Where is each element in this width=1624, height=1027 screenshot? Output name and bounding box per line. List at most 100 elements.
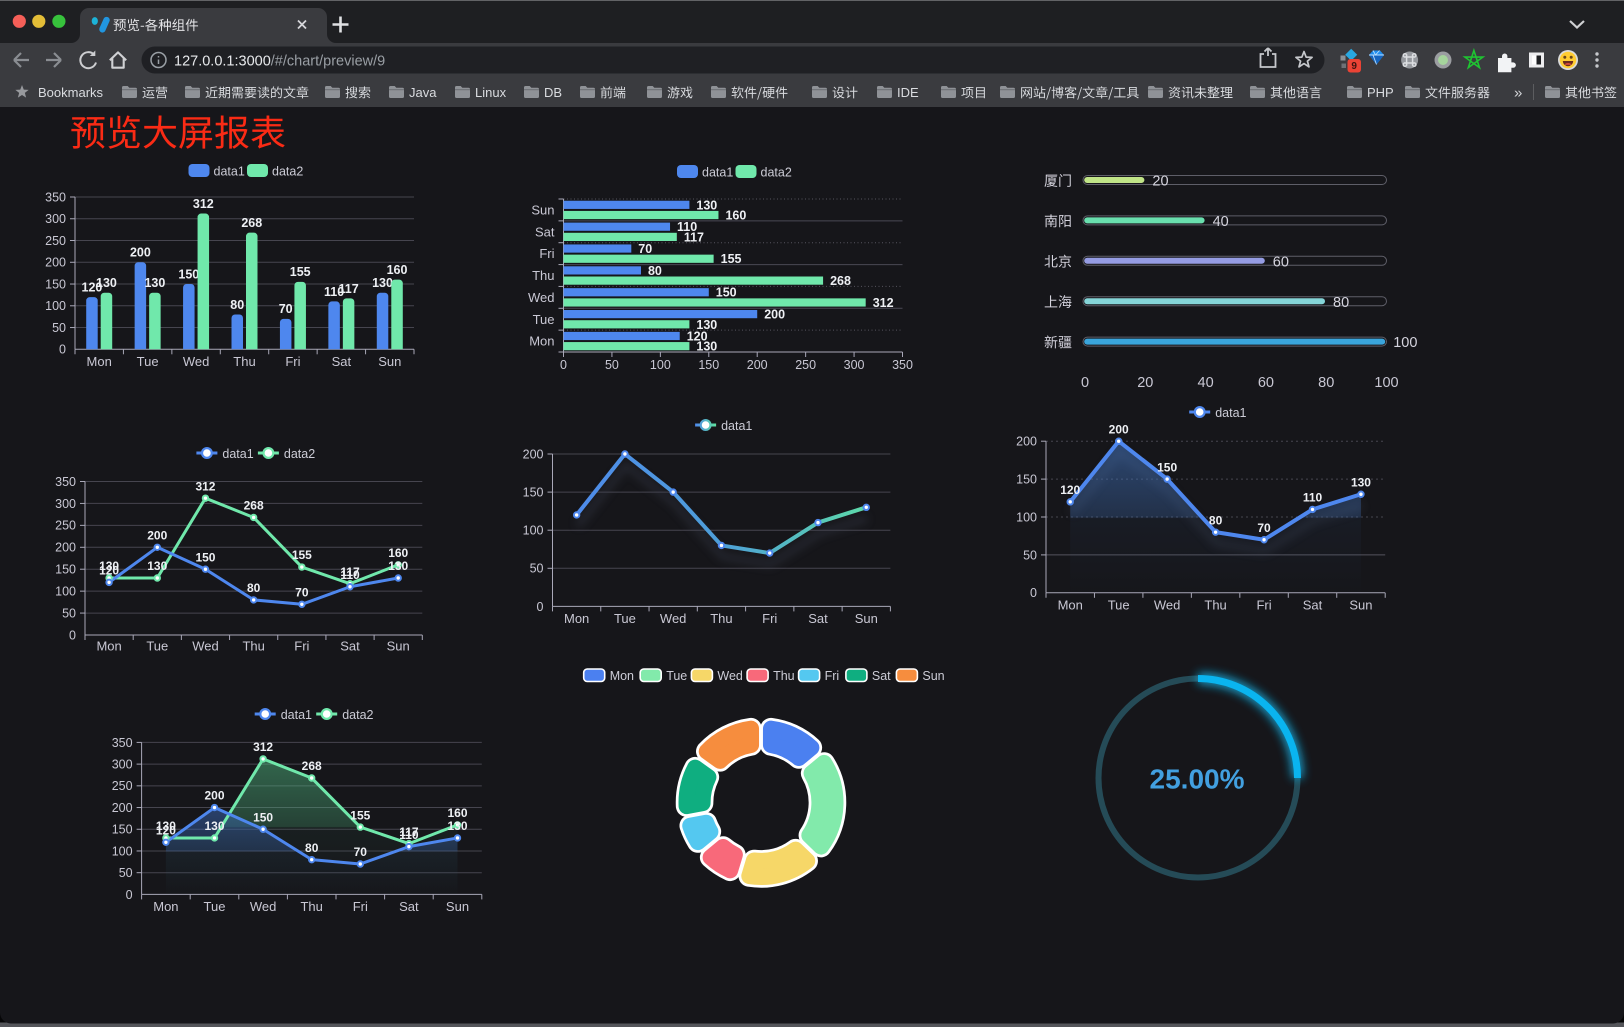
svg-text:100: 100 xyxy=(1374,375,1398,391)
svg-text:data1: data1 xyxy=(214,164,245,178)
svg-text:Mon: Mon xyxy=(87,354,112,369)
svg-text:Bookmarks: Bookmarks xyxy=(38,85,104,100)
svg-text:155: 155 xyxy=(721,252,742,266)
svg-text:80: 80 xyxy=(1209,513,1223,527)
svg-text:Fri: Fri xyxy=(539,246,554,261)
svg-text:Thu: Thu xyxy=(242,639,264,654)
svg-text:Thu: Thu xyxy=(710,611,732,626)
svg-text:40: 40 xyxy=(1198,375,1214,391)
svg-text:25.00%: 25.00% xyxy=(1150,763,1245,794)
svg-text:268: 268 xyxy=(241,216,262,230)
svg-text:130: 130 xyxy=(696,340,717,354)
svg-text:data2: data2 xyxy=(272,164,303,178)
svg-text:110: 110 xyxy=(340,568,360,582)
svg-text:50: 50 xyxy=(52,321,66,335)
svg-text:312: 312 xyxy=(193,197,214,211)
svg-text:Mon: Mon xyxy=(529,334,554,349)
svg-text:100: 100 xyxy=(650,358,671,372)
svg-text:PHP: PHP xyxy=(1367,85,1394,100)
svg-text:Thu: Thu xyxy=(233,354,255,369)
svg-text:Wed: Wed xyxy=(250,899,277,914)
svg-text:200: 200 xyxy=(1016,435,1037,449)
svg-text:Tue: Tue xyxy=(1108,598,1130,613)
svg-text:data1: data1 xyxy=(702,165,733,179)
svg-text:80: 80 xyxy=(1333,295,1349,311)
svg-text:100: 100 xyxy=(112,844,133,858)
svg-text:Tue: Tue xyxy=(146,639,168,654)
svg-text:0: 0 xyxy=(1081,375,1089,391)
svg-text:Mon: Mon xyxy=(153,899,178,914)
svg-text:100: 100 xyxy=(55,585,76,599)
svg-text:Wed: Wed xyxy=(717,669,743,683)
svg-text:Wed: Wed xyxy=(192,639,219,654)
svg-text:110: 110 xyxy=(1303,491,1323,505)
svg-text:160: 160 xyxy=(387,263,408,277)
svg-text:Sat: Sat xyxy=(340,639,360,654)
svg-text:data2: data2 xyxy=(342,708,373,722)
svg-text:130: 130 xyxy=(372,276,393,290)
svg-text:268: 268 xyxy=(302,759,322,773)
svg-text:150: 150 xyxy=(1157,460,1177,474)
svg-text:200: 200 xyxy=(523,447,544,461)
svg-text:Fri: Fri xyxy=(285,354,300,369)
svg-text:0: 0 xyxy=(537,600,544,614)
svg-text:Java: Java xyxy=(409,85,437,100)
svg-text:200: 200 xyxy=(1109,422,1129,436)
svg-text:Mon: Mon xyxy=(1058,598,1083,613)
svg-text:Sat: Sat xyxy=(808,611,828,626)
svg-text:Sun: Sun xyxy=(531,202,554,217)
svg-text:312: 312 xyxy=(873,296,894,310)
svg-text:Tue: Tue xyxy=(137,354,159,369)
svg-text:350: 350 xyxy=(112,736,133,750)
svg-text:200: 200 xyxy=(147,528,167,542)
svg-text:100: 100 xyxy=(45,299,66,313)
svg-text:70: 70 xyxy=(354,845,368,859)
svg-text:110: 110 xyxy=(399,828,419,842)
svg-text:130: 130 xyxy=(388,559,408,573)
svg-text:50: 50 xyxy=(605,358,619,372)
svg-text:100: 100 xyxy=(1016,510,1037,524)
svg-text:data1: data1 xyxy=(721,419,752,433)
svg-text:0: 0 xyxy=(560,358,567,372)
svg-text:117: 117 xyxy=(339,282,359,296)
svg-text:250: 250 xyxy=(45,234,66,248)
svg-text:Mon: Mon xyxy=(96,639,121,654)
svg-text:Mon: Mon xyxy=(564,611,589,626)
svg-text:50: 50 xyxy=(530,562,544,576)
svg-text:data2: data2 xyxy=(284,447,315,461)
svg-text:120: 120 xyxy=(82,280,103,294)
svg-text:117: 117 xyxy=(399,825,419,839)
svg-text:Fri: Fri xyxy=(762,611,777,626)
svg-text:Linux: Linux xyxy=(475,85,507,100)
svg-text:250: 250 xyxy=(55,519,76,533)
svg-text:155: 155 xyxy=(290,265,311,279)
svg-text:Sun: Sun xyxy=(855,611,878,626)
svg-text:150: 150 xyxy=(1016,472,1037,486)
svg-text:Fri: Fri xyxy=(353,899,368,914)
svg-text:200: 200 xyxy=(130,246,151,260)
svg-text:Wed: Wed xyxy=(660,611,687,626)
svg-text:data2: data2 xyxy=(761,165,792,179)
svg-text:350: 350 xyxy=(892,358,913,372)
svg-text:150: 150 xyxy=(178,267,199,281)
svg-text:130: 130 xyxy=(696,198,717,212)
svg-text:150: 150 xyxy=(55,563,76,577)
svg-text:300: 300 xyxy=(844,358,865,372)
svg-text:Sat: Sat xyxy=(399,899,419,914)
svg-text:300: 300 xyxy=(45,212,66,226)
svg-text:20: 20 xyxy=(1137,375,1153,391)
svg-text:312: 312 xyxy=(253,740,273,754)
svg-text:350: 350 xyxy=(45,190,66,204)
svg-text:80: 80 xyxy=(1318,375,1334,391)
svg-text:117: 117 xyxy=(340,565,360,579)
svg-text:150: 150 xyxy=(195,550,215,564)
svg-text:117: 117 xyxy=(684,230,704,244)
svg-text:Thu: Thu xyxy=(532,268,554,283)
svg-text:Sun: Sun xyxy=(387,639,410,654)
svg-text:data1: data1 xyxy=(1215,406,1246,420)
svg-text:Thu: Thu xyxy=(773,669,795,683)
svg-text:70: 70 xyxy=(638,242,652,256)
svg-text:127.0.0.1:3000/#/chart/preview: 127.0.0.1:3000/#/chart/preview/9 xyxy=(174,54,385,70)
svg-text:50: 50 xyxy=(62,606,76,620)
svg-text:130: 130 xyxy=(147,559,167,573)
